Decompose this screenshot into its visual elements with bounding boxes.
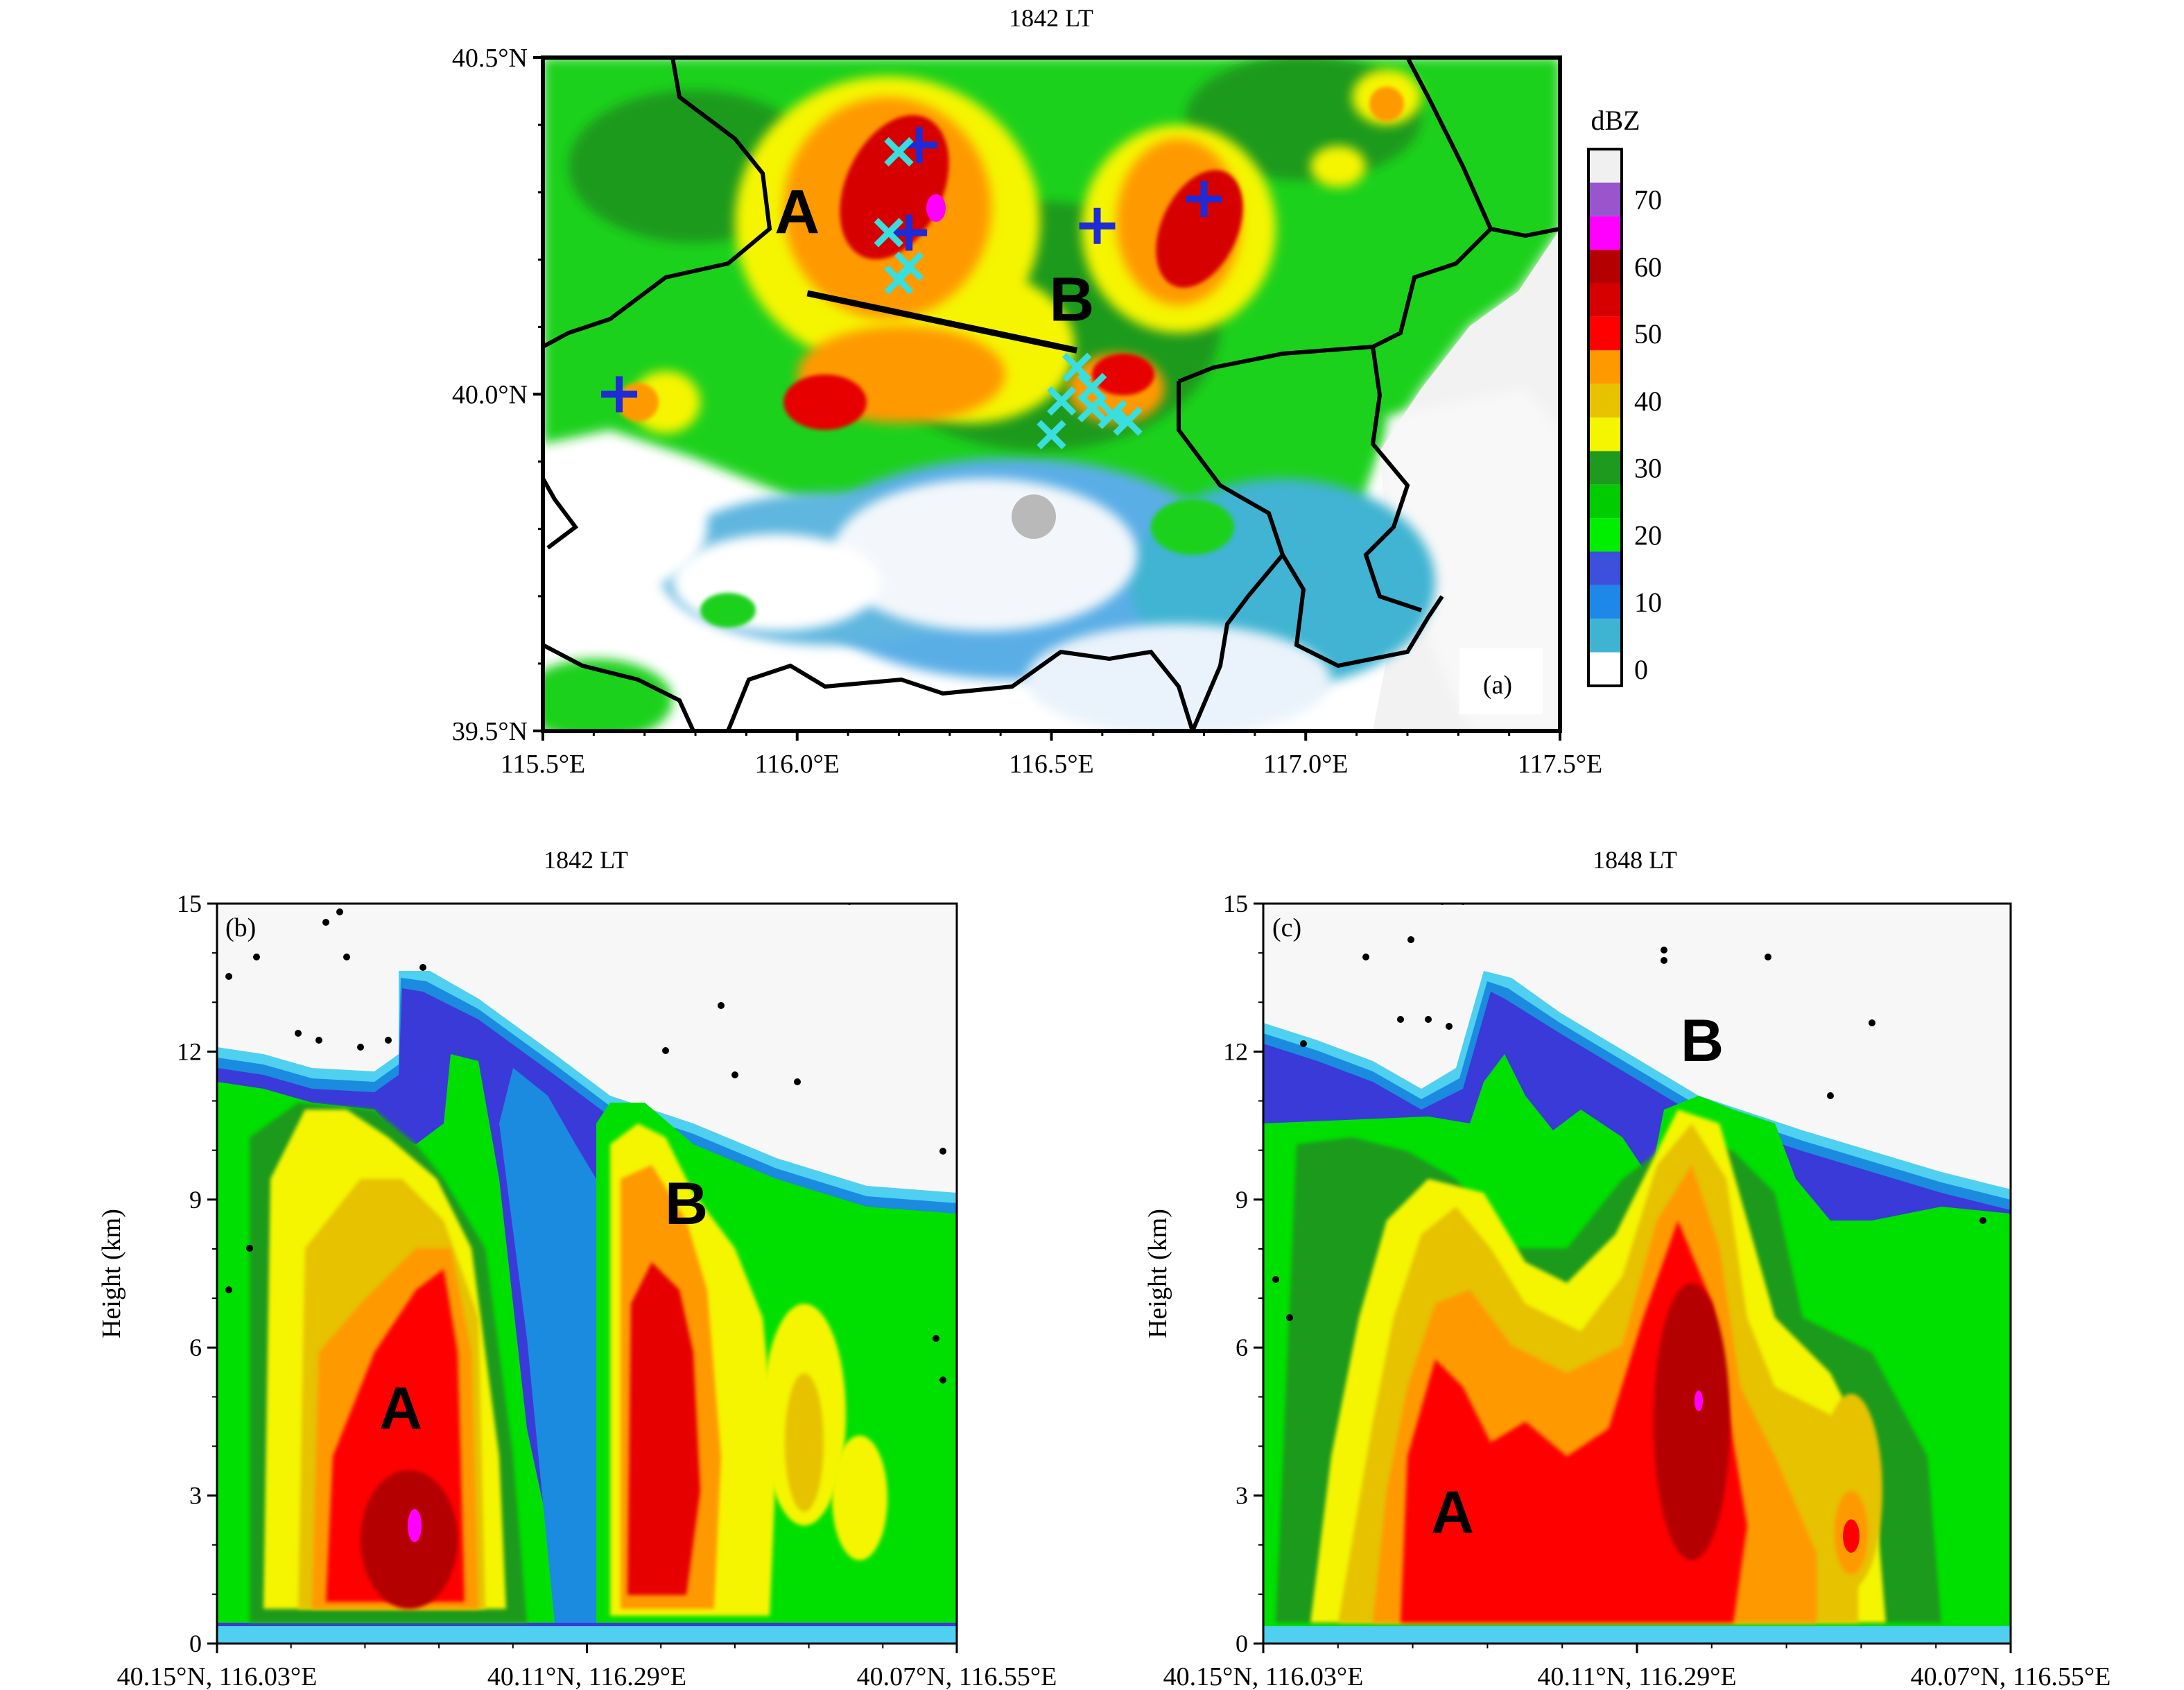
panel-a-label: (a): [1483, 671, 1512, 700]
positive-cg-marker: [891, 214, 928, 251]
panel-a-xtick-label: 115.5°E: [501, 750, 586, 779]
panel-b-storm-A: A: [379, 1375, 422, 1442]
panel-a-ytick-label: 40.5°N: [452, 44, 528, 73]
ylabel: Height (km): [97, 1209, 126, 1338]
colorbar-swatch: [1588, 283, 1622, 317]
cross-section-line: [806, 290, 1078, 354]
colorbar-swatch: [1588, 585, 1622, 619]
panel-c: 1848 LT A B: [1143, 846, 2111, 1690]
ytick-label: 9: [189, 1186, 202, 1214]
colorbar-tick-label: 0: [1634, 654, 1648, 685]
panel-b-title: 1842 LT: [544, 846, 628, 874]
panel-c-axes: 0 3 6 9 12 15 40.15°N, 116.03°E 40.11°N, 116.29…: [1143, 890, 2111, 1690]
panel-a-ytick-label: 39.5°N: [452, 717, 528, 746]
colorbar-swatch: [1588, 451, 1622, 485]
ytick-label: 9: [1236, 1186, 1248, 1214]
panel-b: 1842 LT: [97, 846, 1057, 1690]
panel-a-storm-labels: AB: [774, 178, 1094, 334]
ytick-label: 6: [189, 1334, 202, 1361]
panel-a-storm-label-A: A: [774, 178, 820, 247]
ytick-label: 6: [1236, 1334, 1248, 1361]
panel-a-axes: 115.5°E 116.0°E 116.5°E 117.0°E 117.5°E 40.5°…: [452, 44, 1602, 779]
panel-a-title: 1842 LT: [1009, 4, 1093, 32]
panel-a-reflectivity-field: [543, 58, 1560, 731]
ytick-label: 15: [177, 890, 202, 917]
colorbar-tick-label: 40: [1634, 386, 1662, 417]
colorbar-swatch: [1588, 383, 1622, 417]
negative-cg-marker: [1061, 352, 1092, 382]
colorbar-swatch: [1588, 182, 1622, 216]
panel-c-reflectivity-field: [1263, 904, 2011, 1644]
colorbar-tick-label: 10: [1634, 587, 1662, 618]
ytick-label: 0: [189, 1630, 202, 1657]
positive-cg-marker: [1079, 207, 1116, 244]
ytick-label: 15: [1223, 890, 1248, 917]
ytick-label: 12: [1223, 1037, 1248, 1065]
ytick-label: 0: [1236, 1630, 1248, 1657]
panel-b-label: (b): [225, 913, 256, 942]
panel-b-lightning: [225, 904, 946, 1383]
positive-cg-marker: [1186, 180, 1222, 217]
panel-a-storm-label-B: B: [1049, 266, 1094, 335]
colorbar-tick-label: 20: [1634, 519, 1662, 551]
panel-a-xtick-label: 117.5°E: [1518, 750, 1603, 779]
xtick-label: 40.11°N, 116.29°E: [487, 1662, 686, 1690]
xtick-label: 40.07°N, 116.55°E: [1911, 1662, 2111, 1690]
colorbar-swatch: [1588, 652, 1622, 686]
panel-a-boundaries: [543, 58, 1560, 731]
positive-cg-marker: [601, 376, 638, 413]
xtick-label: 40.15°N, 116.03°E: [117, 1662, 318, 1690]
panel-c-label: (c): [1272, 913, 1301, 942]
negative-cg-marker: [1098, 399, 1127, 429]
panel-c-storm-A: A: [1431, 1479, 1474, 1546]
colorbar-swatch: [1588, 619, 1622, 653]
negative-cg-marker: [884, 137, 914, 167]
panel-c-lightning: [1272, 904, 1986, 1321]
colorbar-tick-label: 70: [1634, 184, 1662, 216]
colorbar-tick-label: 30: [1634, 453, 1662, 484]
panel-a-xtick-label: 117.0°E: [1263, 750, 1349, 779]
negative-cg-marker: [1113, 406, 1143, 436]
xtick-label: 40.15°N, 116.03°E: [1163, 1662, 1364, 1690]
negative-cg-marker: [1037, 420, 1066, 449]
colorbar-swatch: [1588, 149, 1622, 183]
colorbar: dBZ 70 60 50 40 30 20 10 0: [1587, 105, 1662, 687]
panel-b-storm-B: B: [665, 1171, 708, 1237]
colorbar-swatch: [1588, 484, 1622, 519]
negative-cg-marker: [1046, 386, 1077, 416]
colorbar-tick-label: 50: [1634, 318, 1662, 350]
colorbar-swatch: [1588, 216, 1622, 250]
negative-cg-marker: [874, 218, 903, 248]
panel-a-markers: [601, 127, 1222, 449]
panel-a-xtick-label: 116.5°E: [1009, 750, 1094, 779]
xtick-label: 40.11°N, 116.29°E: [1537, 1662, 1736, 1690]
negative-cg-marker: [884, 265, 914, 295]
colorbar-title: dBZ: [1591, 105, 1640, 136]
panel-b-reflectivity-field: [217, 904, 957, 1644]
panel-b-axes: 0 3 6 9 12 15 40.15°N, 116.03°E 40.11°N, 116.29…: [97, 890, 1057, 1690]
colorbar-swatch: [1588, 551, 1622, 585]
colorbar-swatch: [1588, 417, 1622, 451]
xtick-label: 40.07°N, 116.55°E: [857, 1662, 1057, 1690]
negative-cg-marker: [1077, 372, 1107, 402]
colorbar-swatch: [1588, 316, 1622, 351]
ylabel: Height (km): [1143, 1209, 1172, 1338]
panel-a-xtick-label: 116.0°E: [755, 750, 840, 779]
colorbar-swatch: [1588, 350, 1622, 384]
colorbar-swatch: [1588, 250, 1622, 284]
colorbar-swatch: [1588, 518, 1622, 552]
panel-a-ytick-label: 40.0°N: [452, 381, 528, 410]
panel-a: 1842 LT: [452, 4, 1662, 779]
ytick-label: 3: [1236, 1482, 1248, 1510]
ytick-label: 12: [177, 1037, 202, 1065]
panel-c-storm-B: B: [1681, 1008, 1724, 1074]
colorbar-tick-label: 60: [1634, 251, 1662, 282]
ytick-label: 3: [189, 1482, 202, 1510]
panel-c-title: 1848 LT: [1593, 846, 1677, 874]
